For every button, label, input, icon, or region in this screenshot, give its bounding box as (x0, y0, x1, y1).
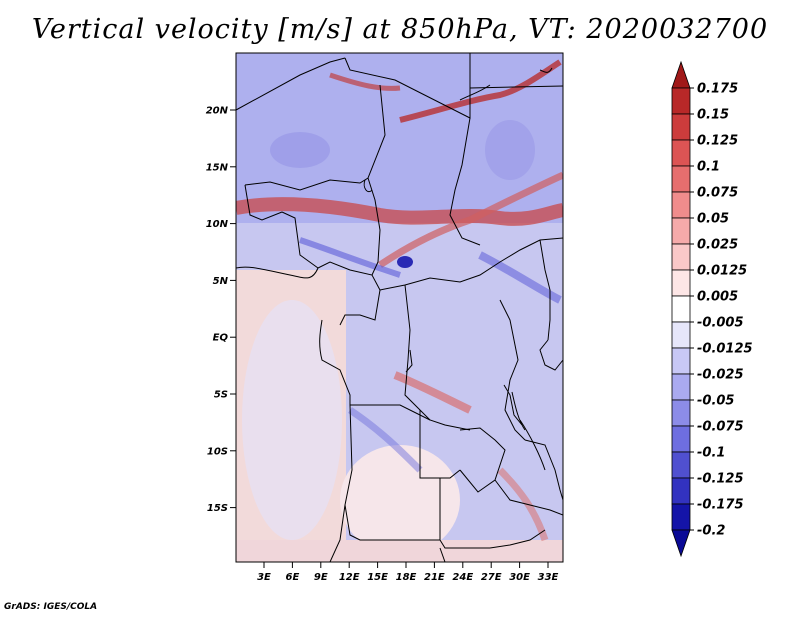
lon-tick-label: 30E (509, 572, 530, 583)
colorbar-label: -0.05 (697, 394, 734, 409)
map-panel (235, 52, 564, 563)
colorbar-label: 0.005 (697, 290, 738, 305)
colorbar-swatch (671, 373, 691, 401)
colorbar-swatch (671, 139, 691, 167)
map-frame (235, 52, 564, 563)
colorbar-label: -0.075 (697, 420, 744, 435)
colorbar-swatch (671, 451, 691, 479)
colorbar-label: 0.15 (697, 108, 729, 123)
lon-tick-label: 24E (452, 572, 473, 583)
lon-tick-label: 12E (339, 572, 360, 583)
lat-tick-label: 15S (207, 503, 228, 514)
lat-tick-label: 10N (206, 219, 229, 230)
colorbar-label: 0.0125 (697, 264, 747, 279)
colorbar-swatch (671, 425, 691, 453)
colorbar-swatch (671, 477, 691, 505)
country-borders (236, 53, 563, 562)
descent-patch-c (348, 407, 423, 473)
descent-core (397, 256, 413, 268)
colorbar-label: 0.05 (697, 212, 729, 227)
colorbar-swatch (671, 347, 691, 375)
lat-tick-label: EQ (213, 333, 229, 344)
colorbar-top-arrow (671, 60, 691, 89)
colorbar-label: 0.125 (697, 134, 738, 149)
southern-edge (236, 540, 563, 562)
lat-tick-label: 10S (207, 446, 228, 457)
lat-tick-label: 15N (206, 162, 229, 173)
latitude-axis: 20N 15N 10N 5N EQ 5S 10S 15S (206, 106, 236, 514)
colorbar-bottom-arrow (671, 529, 691, 558)
colorbar-swatch (671, 165, 691, 193)
colorbar-label: 0.175 (697, 82, 738, 97)
lon-tick-label: 9E (314, 572, 328, 583)
ascent-band-congo (393, 371, 472, 414)
gulf-region (242, 300, 342, 540)
lon-tick-label: 21E (424, 572, 445, 583)
colorbar-label: -0.2 (697, 524, 725, 539)
map-title: Vertical velocity [m/s] at 850hPa, VT: 2… (31, 14, 769, 45)
colorbar-swatch (671, 191, 691, 219)
colorbar-label: 0.025 (697, 238, 738, 253)
lon-tick-label: 3E (257, 572, 271, 583)
colorbar-label: 0.075 (697, 186, 738, 201)
ascent-band-10n (236, 197, 563, 226)
colorbar-swatch (671, 217, 691, 245)
colorbar-label: 0.1 (697, 160, 720, 175)
lat-tick-label: 20N (206, 106, 229, 117)
lon-tick-label: 27E (481, 572, 502, 583)
colorbar-label: -0.175 (697, 498, 744, 513)
lon-tick-label: 6E (286, 572, 300, 583)
descent-patch-a (299, 237, 401, 278)
colorbar-label: -0.1 (697, 446, 725, 461)
colorbar-swatch (671, 503, 691, 531)
ascent-band-nw (329, 72, 401, 91)
colorbar: 0.175 0.15 0.125 0.1 0.075 0.05 0.025 0.0125 0.0… (671, 60, 753, 558)
colorbar-swatch (671, 87, 691, 115)
lon-tick-label: 15E (367, 572, 388, 583)
colorbar-swatch (671, 113, 691, 141)
descent-patch-e (485, 120, 535, 180)
lat-tick-label: 5N (213, 276, 229, 287)
colorbar-label: -0.025 (697, 368, 744, 383)
colorbar-swatch (671, 269, 691, 297)
colorbar-swatch (671, 321, 691, 349)
colorbar-swatch (671, 399, 691, 427)
colorbar-swatch (671, 295, 691, 323)
longitude-axis: 3E 6E 9E 12E 15E 18E 21E 24E 27E 30E 33E (257, 562, 559, 583)
lat-tick-label: 5S (214, 390, 228, 401)
velocity-field (236, 53, 563, 562)
ascent-band-southeast (497, 467, 549, 542)
southern-basin (340, 445, 460, 555)
descent-patch-d (270, 132, 330, 168)
ascent-band-east (378, 171, 563, 268)
grads-credit: GrADS: IGES/COLA (4, 602, 98, 612)
colorbar-label: -0.0125 (697, 342, 753, 357)
lon-tick-label: 18E (396, 572, 417, 583)
ascent-band-north (399, 59, 562, 123)
colorbar-label: -0.005 (697, 316, 744, 331)
descent-patch-b (478, 251, 562, 304)
lon-tick-label: 33E (538, 572, 559, 583)
colorbar-swatch (671, 243, 691, 271)
colorbar-label: -0.125 (697, 472, 744, 487)
